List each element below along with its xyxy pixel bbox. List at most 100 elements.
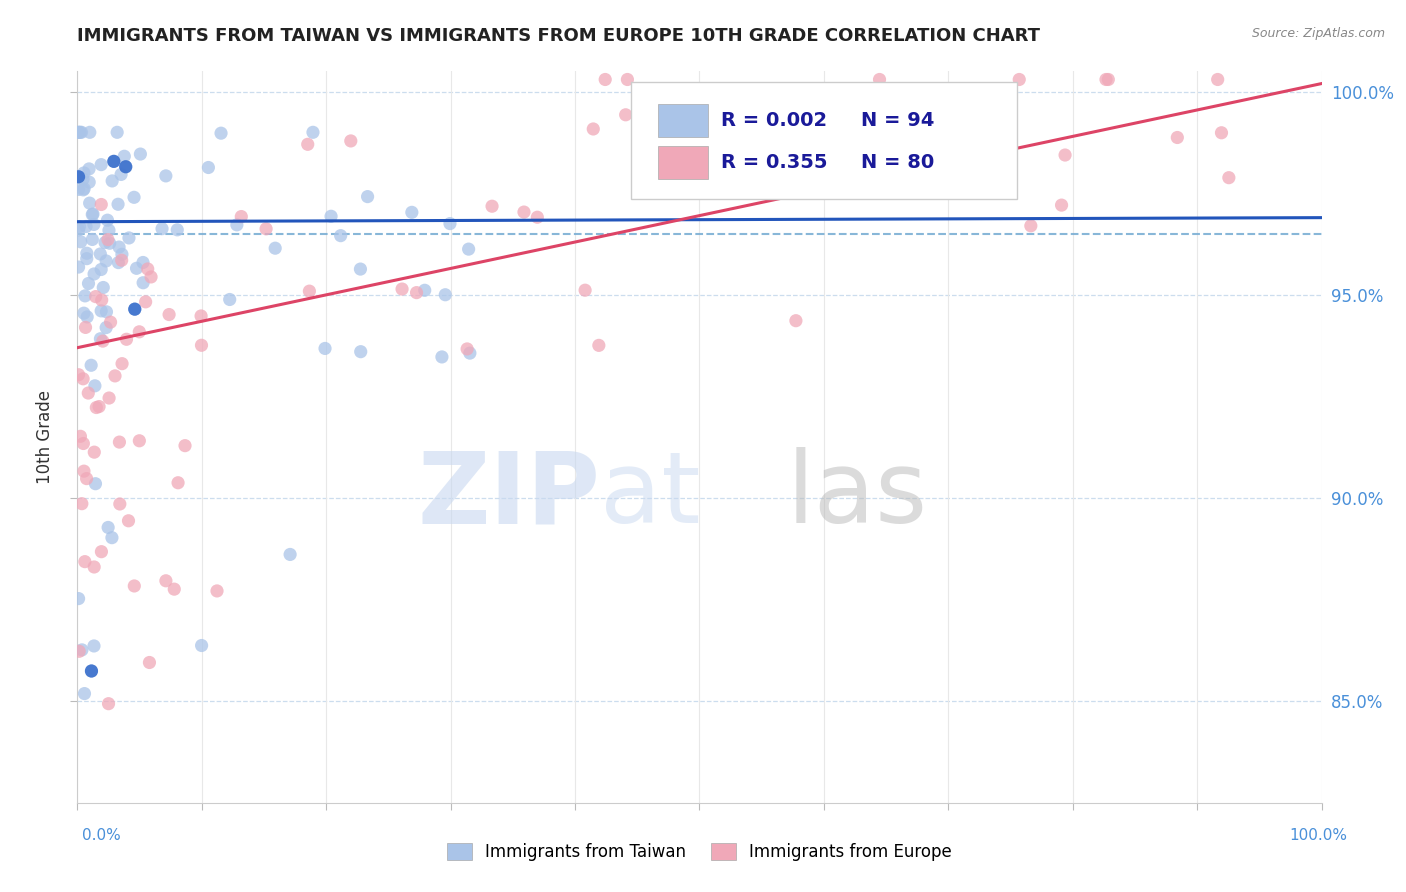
Point [67,591,90,606]
Point [405,285,427,300]
Point [665,88,688,103]
Point [434,287,457,301]
Point [94,235,117,250]
Point [67,223,90,237]
Point [128,325,150,339]
Text: 0.0%: 0.0% [82,828,121,843]
Point [513,205,536,219]
Point [87,400,110,414]
Point [67,644,90,658]
Point [138,656,160,670]
Point [98,391,121,405]
Point [76,472,98,486]
Text: 100.0%: 100.0% [1289,828,1347,843]
Point [350,344,373,359]
Point [94,320,117,334]
Point [72,436,94,450]
Point [340,134,363,148]
Point [205,583,228,598]
Point [107,197,129,211]
Text: at: at [600,447,700,544]
Point [115,332,138,346]
Text: N = 80: N = 80 [862,153,935,171]
Point [97,520,120,534]
Point [96,213,118,227]
Point [77,277,100,291]
Point [103,154,125,169]
Point [77,161,100,176]
Point [254,222,277,236]
Point [79,125,101,139]
Point [67,125,90,139]
Text: Source: ZipAtlas.com: Source: ZipAtlas.com [1251,27,1385,40]
Point [1019,219,1042,233]
Point [209,126,232,140]
Point [1211,126,1233,140]
Point [582,122,605,136]
Point [86,401,108,415]
Point [70,497,93,511]
Point [72,183,94,197]
Point [197,161,219,175]
Point [73,687,96,701]
Bar [658,146,709,179]
Point [108,240,131,254]
Point [297,137,319,152]
Text: IMMIGRANTS FROM TAIWAN VS IMMIGRANTS FROM EUROPE 10TH GRADE CORRELATION CHART: IMMIGRANTS FROM TAIWAN VS IMMIGRANTS FRO… [77,27,1040,45]
Point [117,514,139,528]
Point [76,310,98,324]
Point [84,476,107,491]
Point [593,72,616,87]
Point [108,497,131,511]
Point [952,161,974,176]
Point [150,221,173,235]
Point [401,205,423,219]
Point [82,232,104,246]
Point [91,334,114,348]
Point [785,314,807,328]
Point [80,664,103,678]
Point [122,190,145,204]
Point [79,196,101,211]
Point [73,182,96,196]
Point [114,160,136,174]
Point [76,252,98,266]
Point [136,262,159,277]
Point [97,233,120,247]
Point [112,149,135,163]
Point [1166,130,1188,145]
Point [329,228,352,243]
Point [231,210,253,224]
Point [84,290,107,304]
Point [103,154,125,169]
Point [73,306,96,320]
Point [96,254,118,268]
Point [69,125,91,139]
Point [98,236,121,251]
Point [1218,170,1240,185]
Point [869,182,891,196]
Point [76,246,98,260]
Point [96,305,118,319]
Point [110,168,132,182]
Point [82,207,104,221]
Point [90,158,112,172]
Point [319,209,342,223]
Text: R = 0.002: R = 0.002 [721,111,827,130]
Point [67,125,90,139]
Point [69,429,91,443]
Text: ZIP: ZIP [418,447,600,544]
Point [481,199,503,213]
Point [89,247,111,261]
Point [218,293,240,307]
Point [80,664,103,678]
Point [124,302,146,317]
Point [190,639,212,653]
Point [83,639,105,653]
Point [82,207,104,221]
Point [67,182,90,196]
Point [391,282,413,296]
Point [111,253,134,268]
Point [83,560,105,574]
Legend: Immigrants from Taiwan, Immigrants from Europe: Immigrants from Taiwan, Immigrants from … [440,836,959,868]
